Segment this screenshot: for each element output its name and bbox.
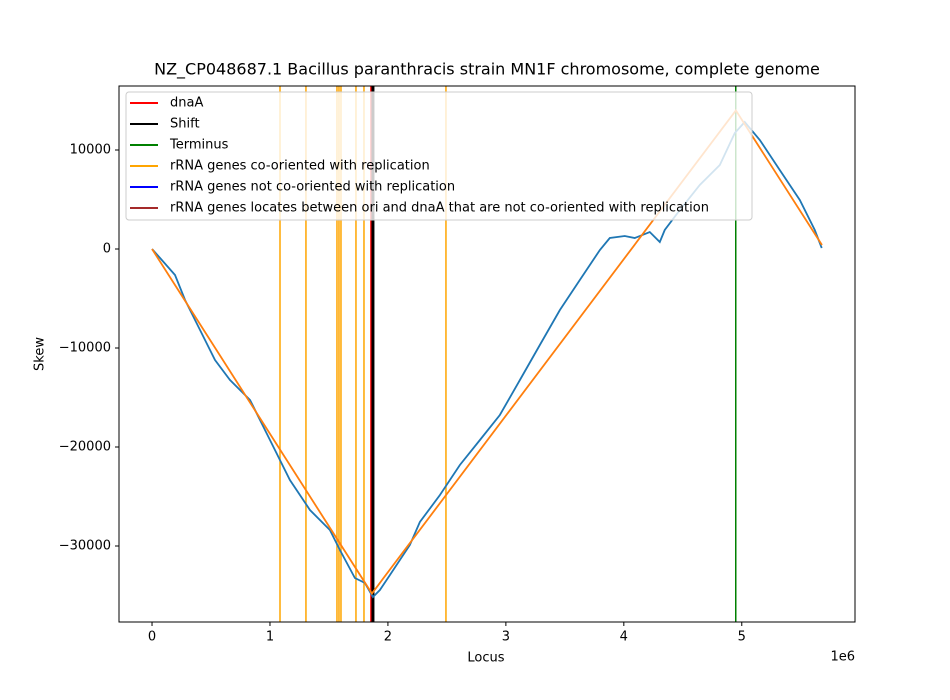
y-tick-label: 10000 <box>70 143 111 158</box>
legend-label: Terminus <box>169 138 229 153</box>
x-offset-label: 1e6 <box>830 650 855 665</box>
x-tick-label: 1 <box>266 630 274 645</box>
legend-label: rRNA genes locates between ori and dnaA … <box>170 201 709 216</box>
legend-label: rRNA genes not co-oriented with replicat… <box>170 180 455 195</box>
x-tick-label: 3 <box>502 630 510 645</box>
y-tick-label: 0 <box>103 242 111 257</box>
chart-title: NZ_CP048687.1 Bacillus paranthracis stra… <box>154 60 820 80</box>
y-tick-label: −20000 <box>59 439 111 454</box>
x-tick-label: 4 <box>620 630 628 645</box>
legend-box <box>125 91 753 221</box>
x-tick-label: 2 <box>384 630 392 645</box>
y-tick-label: −10000 <box>59 341 111 356</box>
x-tick-label: 5 <box>738 630 746 645</box>
legend-label: Shift <box>170 117 200 132</box>
axes-frame <box>118 85 856 623</box>
x-tick-label: 0 <box>148 630 156 645</box>
y-tick-label: −30000 <box>59 538 111 553</box>
legend-label: dnaA <box>170 96 203 111</box>
series-line <box>151 108 823 596</box>
y-axis-label: Skew <box>33 337 48 371</box>
x-axis-label: Locus <box>467 651 504 666</box>
legend-label: rRNA genes co-oriented with replication <box>170 159 430 174</box>
